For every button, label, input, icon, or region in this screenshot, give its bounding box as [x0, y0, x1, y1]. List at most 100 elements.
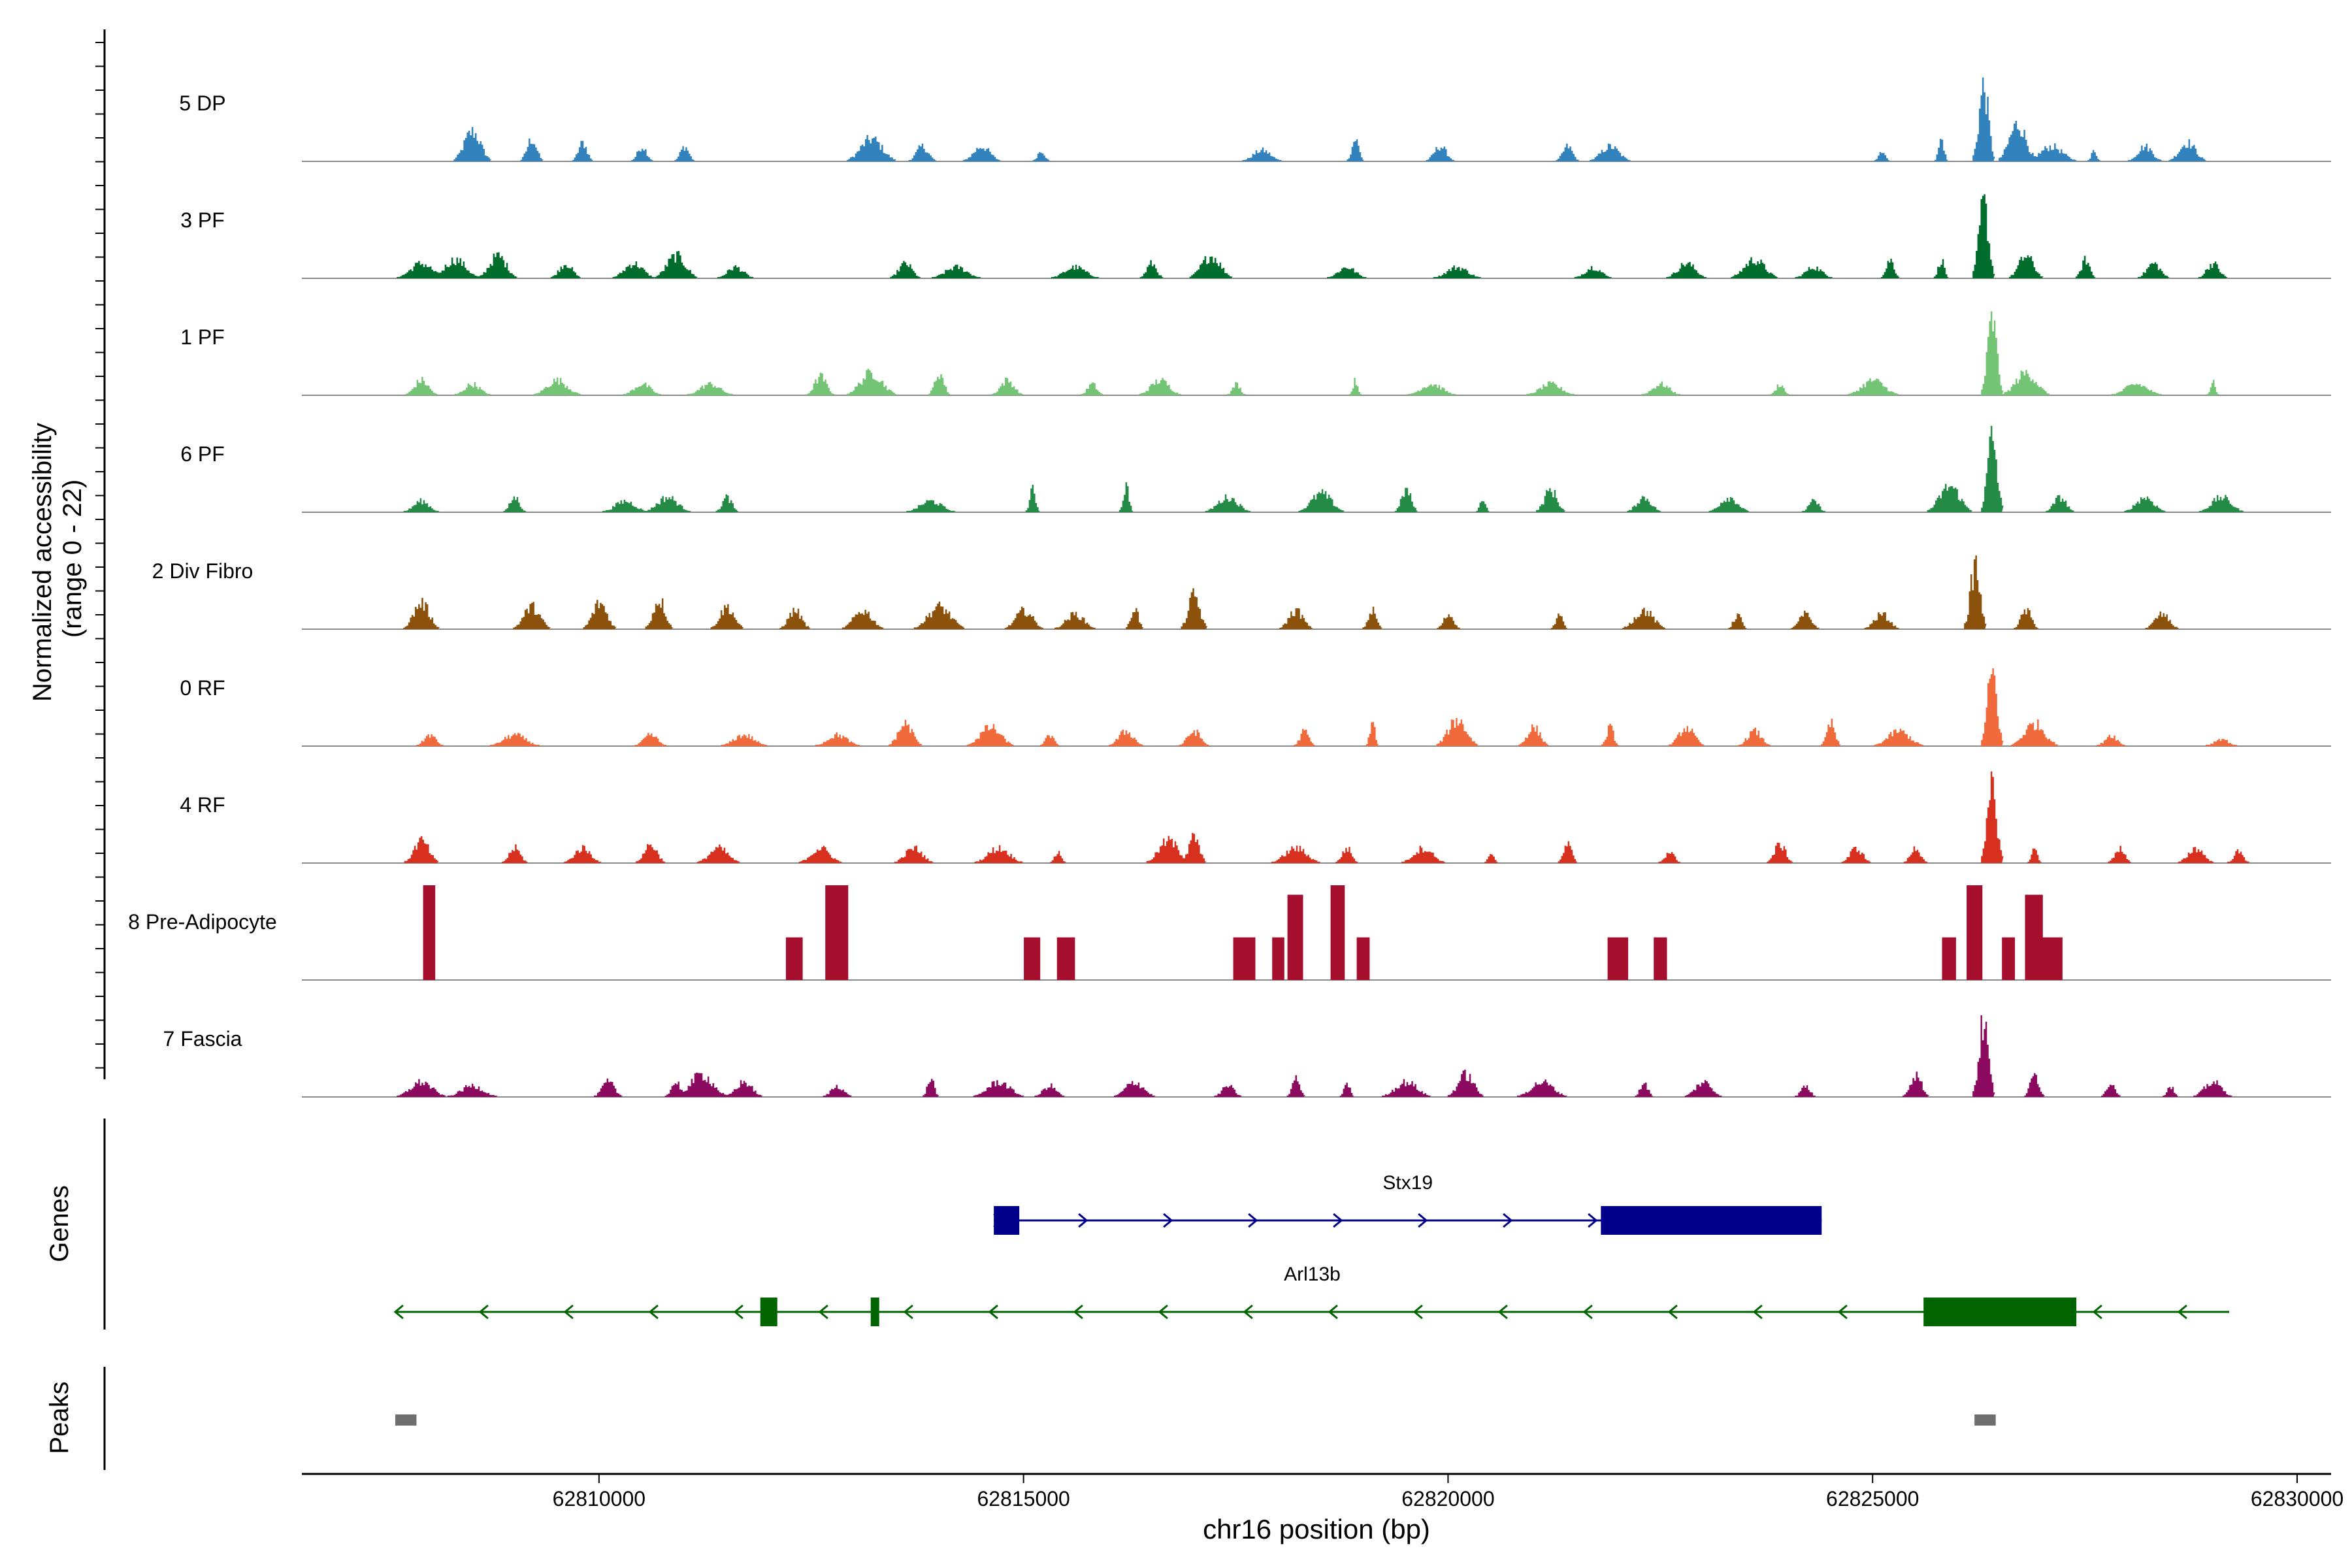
coverage-peak [1189, 256, 1233, 278]
x-tick-label: 62830000 [2251, 1487, 2344, 1511]
coverage-peak [710, 604, 744, 629]
coverage-peak [416, 734, 444, 746]
coverage-peak [1942, 937, 1956, 980]
coverage-peak [1795, 1085, 1816, 1097]
coverage-peak [785, 937, 803, 980]
strand-arrow [1328, 1304, 1338, 1320]
coverage-peak [889, 719, 923, 746]
coverage-peak [454, 382, 491, 395]
coverage-peak [715, 494, 739, 512]
strand-arrow [478, 1304, 489, 1320]
coverage-peak [963, 148, 1001, 161]
coverage-peak [928, 374, 951, 395]
track-label: 4 RF [180, 793, 225, 817]
strand-arrow [563, 1304, 574, 1320]
coverage-peak [841, 610, 885, 629]
coverage-peak [1335, 847, 1359, 863]
strand-arrow [733, 1304, 743, 1320]
coverage-peak [913, 601, 966, 629]
coverage-peak [825, 885, 849, 980]
track-label: 0 RF [180, 676, 225, 700]
coverage-peak [1874, 152, 1890, 161]
coverage-peak [1635, 1083, 1654, 1097]
x-tick-label: 62825000 [1826, 1487, 1919, 1511]
coverage-peak [1362, 606, 1383, 629]
coverage-peak [533, 377, 581, 395]
coverage-peak [634, 732, 667, 746]
coverage-peak [1437, 614, 1461, 629]
coverage-peak [1728, 613, 1747, 629]
coverage-peak [612, 261, 655, 278]
coverage-peak [503, 496, 527, 512]
y-axis-title: Normalized accessibility (range 0 - 22) [28, 416, 87, 702]
exon [1601, 1206, 1822, 1235]
strand-arrow [1837, 1304, 1848, 1320]
coverage-peak [1767, 842, 1793, 863]
coverage-peak [2011, 719, 2059, 746]
coverage-peak [1848, 378, 1899, 395]
coverage-peak [1139, 260, 1164, 278]
coverage-peak [1708, 497, 1750, 512]
coverage-peak [973, 1080, 1024, 1097]
coverage-peak [1395, 487, 1418, 512]
coverage-peak [1770, 384, 1789, 395]
genes-layer: Stx19 Arl13b [393, 1172, 2230, 1326]
coverage-peak [1972, 1015, 1995, 1097]
coverage-peak [1964, 555, 1987, 629]
coverage-peak [1139, 378, 1182, 395]
coverage-peak [815, 732, 860, 746]
strand-arrow [2177, 1304, 2187, 1320]
coverage-peak [431, 257, 480, 278]
coverage-peak [847, 135, 896, 161]
coverage-peak [906, 500, 956, 512]
coverage-peak [2198, 495, 2244, 512]
coverage-peak [991, 378, 1024, 395]
coverage-peak [1433, 265, 1482, 278]
coverage-peak [1981, 425, 2004, 512]
track-label: 2 Div Fibro [152, 559, 253, 583]
coverage-peak [676, 1072, 728, 1097]
coverage-peak [397, 261, 447, 278]
coverage-peak [1927, 483, 1973, 512]
coverage-peak [655, 251, 698, 278]
coverage-peak [404, 836, 439, 863]
coverage-peak [447, 1083, 498, 1097]
coverage-peak [1447, 1070, 1484, 1097]
strand-arrow [648, 1304, 659, 1320]
track-3-pf: 3 PF [180, 194, 2331, 279]
coverage-peak [1366, 722, 1379, 746]
coverage-peak [1205, 494, 1251, 512]
coverage-peak [1518, 724, 1549, 746]
coverage-peak [1294, 728, 1316, 746]
coverage-peak [1972, 194, 1995, 278]
coverage-peak [779, 608, 811, 629]
coverage-peak [664, 1081, 688, 1097]
coverage-peak [645, 598, 674, 629]
coverage-peak [2087, 150, 2101, 161]
coverage-peak [403, 498, 440, 512]
coverage-peak [1934, 139, 1949, 161]
coverage-peak [1517, 1079, 1568, 1097]
coverage-peak [932, 265, 981, 278]
coverage-peak [1622, 608, 1666, 629]
coverage-peak [2014, 608, 2039, 629]
coverage-peak [2193, 1080, 2233, 1097]
coverage-peak [1981, 668, 2004, 746]
track-1-pf: 1 PF [180, 311, 2331, 396]
coverage-peak [1669, 726, 1705, 746]
exon [994, 1206, 1020, 1235]
coverage-peak [1054, 612, 1096, 629]
coverage-peak [403, 598, 440, 629]
x-axis-title: chr16 position (bp) [1203, 1514, 1430, 1544]
track-label: 3 PF [180, 208, 225, 232]
coverage-peak [1903, 846, 1928, 863]
tracks-layer: 5 DP 3 PF 1 PF 6 PF 2 Div Fibro 0 RF 4 RF 8 Pre… [128, 77, 2331, 1098]
coverage-peak [1081, 382, 1103, 395]
track-5-dp: 5 DP [179, 77, 2331, 162]
peaks-layer [395, 1414, 1996, 1426]
coverage-peak [1401, 845, 1446, 863]
coverage-peak [1426, 146, 1455, 161]
coverage-peak [2178, 847, 2214, 863]
